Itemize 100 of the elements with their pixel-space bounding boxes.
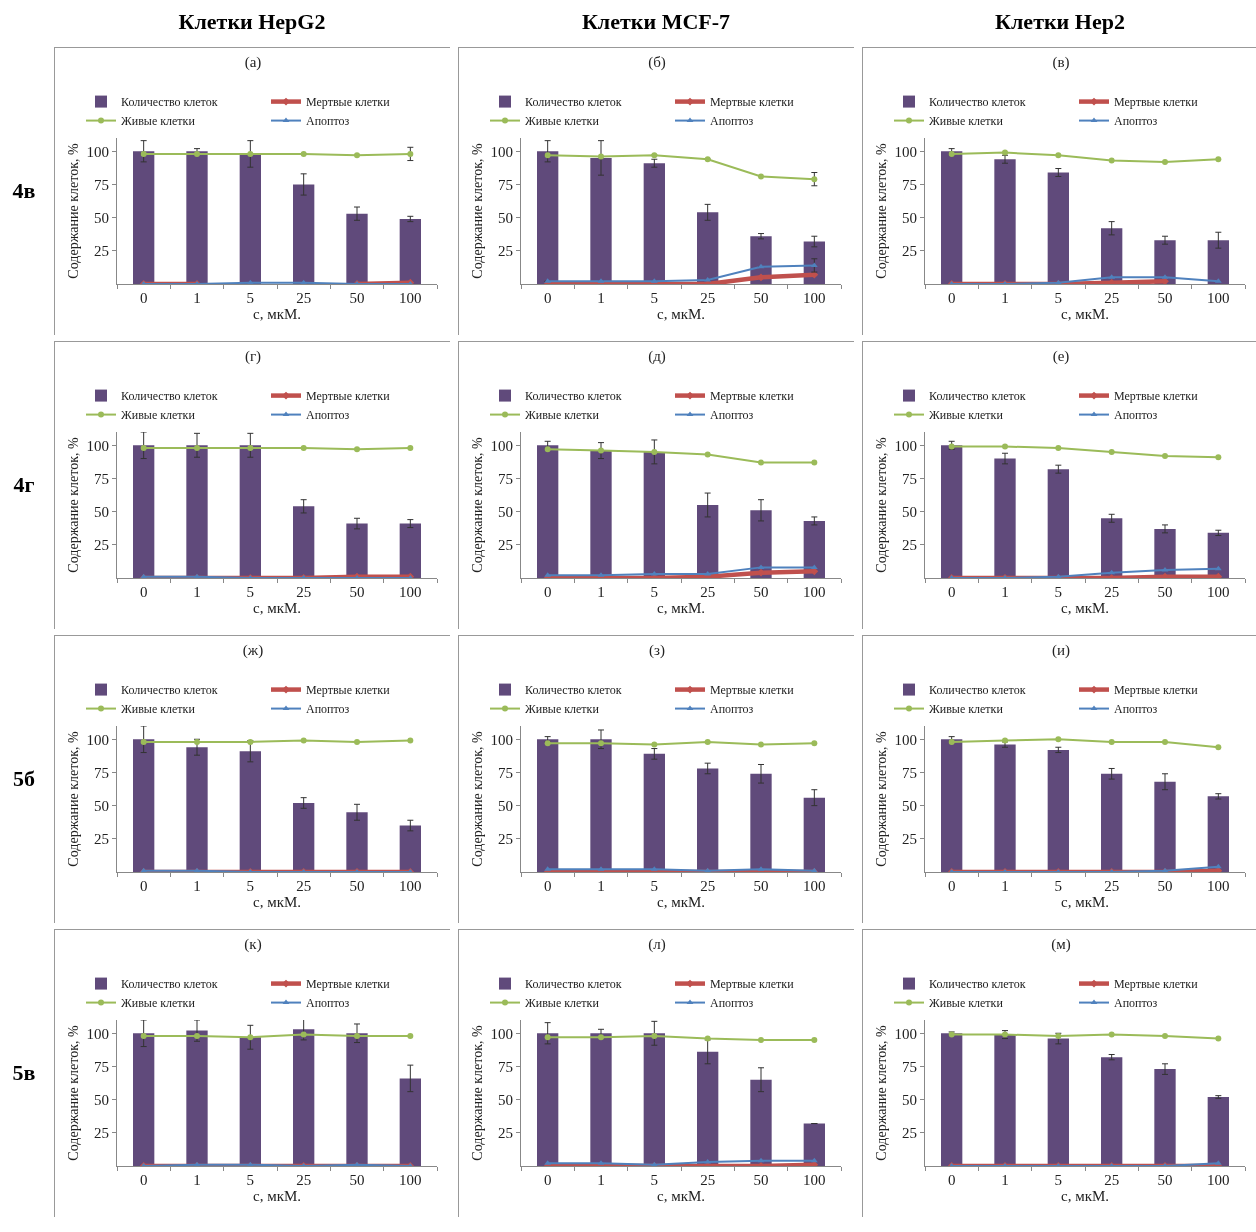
x-tick-label: 25 (1104, 1172, 1120, 1188)
x-tick-label: 100 (1207, 584, 1230, 600)
y-tick-label: 25 (94, 243, 109, 260)
legend-label: Апоптоз (306, 114, 350, 129)
legend-label: Мертвые клетки (1114, 389, 1199, 404)
x-tick-label: 25 (296, 1172, 312, 1188)
x-tick-label: 50 (1157, 878, 1173, 894)
legend-label: Апоптоз (1114, 996, 1158, 1011)
x-tick-label: 100 (803, 1172, 826, 1188)
text: 4в (11, 177, 37, 205)
legend-label: Мертвые клетки (1114, 683, 1199, 698)
x-tick-label: 1 (193, 584, 201, 600)
x-tick-label: 5 (1054, 584, 1063, 600)
x-tick-label: 5 (246, 584, 255, 600)
chart-title: (к) (244, 936, 262, 954)
x-axis-title: c, мкМ. (656, 600, 706, 616)
x-tick-label: 1 (1001, 1172, 1009, 1188)
x-tick-label: 100 (1207, 1172, 1230, 1188)
x-tick-label: 25 (296, 584, 312, 600)
x-tick-label: 5 (650, 878, 659, 894)
y-tick-label: 100 (86, 143, 109, 160)
x-tick-label: 0 (947, 584, 956, 600)
y-axis-title: Содержание клеток, % (66, 1025, 82, 1161)
legend-label: Мертвые клетки (710, 977, 795, 992)
x-tick-label: 25 (700, 878, 716, 894)
x-tick-label: 1 (1001, 878, 1009, 894)
y-tick-label: 25 (94, 1125, 109, 1142)
x-tick-label: 50 (1157, 1172, 1173, 1188)
legend-label: Количество клеток (929, 683, 1026, 698)
x-tick-label: 0 (139, 290, 148, 306)
y-axis-title: Содержание клеток, % (470, 437, 486, 573)
legend-label: Живые клетки (929, 702, 1004, 717)
y-tick-label: 75 (902, 176, 917, 193)
y-tick-label: 50 (498, 209, 513, 226)
y-axis-title: Содержание клеток, % (874, 731, 890, 867)
legend-label: Количество клеток (929, 977, 1026, 992)
y-tick-label: 75 (498, 176, 513, 193)
x-tick-label: 5 (650, 584, 659, 600)
x-tick-label: 100 (399, 1172, 422, 1188)
legend-label: Апоптоз (710, 114, 754, 129)
x-tick-label: 0 (543, 584, 552, 600)
chart-title: (л) (648, 936, 666, 954)
x-tick-label: 25 (700, 584, 716, 600)
x-tick-label: 25 (700, 1172, 716, 1188)
x-tick-label: 100 (399, 584, 422, 600)
legend-label: Мертвые клетки (1114, 95, 1199, 110)
x-tick-label: 5 (650, 290, 659, 306)
y-tick-label: 75 (94, 1058, 109, 1075)
y-tick-label: 75 (902, 470, 917, 487)
x-tick-label: 1 (597, 290, 605, 306)
y-tick-label: 100 (894, 1025, 917, 1042)
legend-label: Количество клеток (121, 389, 218, 404)
legend-label: Апоптоз (710, 702, 754, 717)
x-tick-label: 100 (399, 290, 422, 306)
legend-label: Апоптоз (306, 702, 350, 717)
x-tick-label: 5 (1054, 290, 1063, 306)
x-tick-label: 5 (1054, 878, 1063, 894)
text: Клетки MCF-7 (580, 8, 732, 36)
legend-label: Мертвые клетки (306, 683, 391, 698)
y-tick-label: 75 (902, 764, 917, 781)
x-tick-label: 0 (947, 878, 956, 894)
y-tick-label: 50 (902, 209, 917, 226)
y-tick-label: 25 (498, 1125, 513, 1142)
x-tick-label: 50 (1157, 584, 1173, 600)
x-tick-label: 1 (597, 1172, 605, 1188)
legend-label: Мертвые клетки (306, 95, 391, 110)
y-tick-label: 25 (902, 537, 917, 554)
y-tick-label: 100 (86, 437, 109, 454)
x-tick-label: 100 (803, 878, 826, 894)
y-tick-label: 100 (86, 1025, 109, 1042)
y-tick-label: 100 (490, 1025, 513, 1042)
x-tick-label: 0 (947, 1172, 956, 1188)
y-tick-label: 100 (894, 731, 917, 748)
x-tick-label: 50 (1157, 290, 1173, 306)
y-tick-label: 100 (490, 731, 513, 748)
x-tick-label: 0 (543, 290, 552, 306)
chart-title: (м) (1051, 936, 1071, 954)
legend-label: Количество клеток (121, 95, 218, 110)
legend-label: Апоптоз (1114, 408, 1158, 423)
legend-label: Мертвые клетки (710, 389, 795, 404)
legend-label: Живые клетки (929, 996, 1004, 1011)
chart-title: (ж) (242, 642, 264, 660)
y-tick-label: 25 (498, 243, 513, 260)
legend-label: Апоптоз (306, 996, 350, 1011)
y-tick-label: 25 (498, 831, 513, 848)
x-tick-label: 50 (753, 878, 769, 894)
y-tick-label: 50 (902, 797, 917, 814)
legend-label: Апоптоз (1114, 702, 1158, 717)
legend-label: Количество клеток (121, 977, 218, 992)
y-axis-title: Содержание клеток, % (874, 143, 890, 279)
x-tick-label: 25 (296, 878, 312, 894)
legend-label: Живые клетки (929, 408, 1004, 423)
legend-label: Количество клеток (525, 683, 622, 698)
legend-label: Количество клеток (121, 683, 218, 698)
legend-label: Живые клетки (525, 996, 600, 1011)
y-tick-label: 75 (94, 470, 109, 487)
x-axis-title: c, мкМ. (1060, 600, 1110, 616)
y-tick-label: 25 (902, 1125, 917, 1142)
y-axis-title: Содержание клеток, % (874, 437, 890, 573)
y-axis-title: Содержание клеток, % (66, 143, 82, 279)
